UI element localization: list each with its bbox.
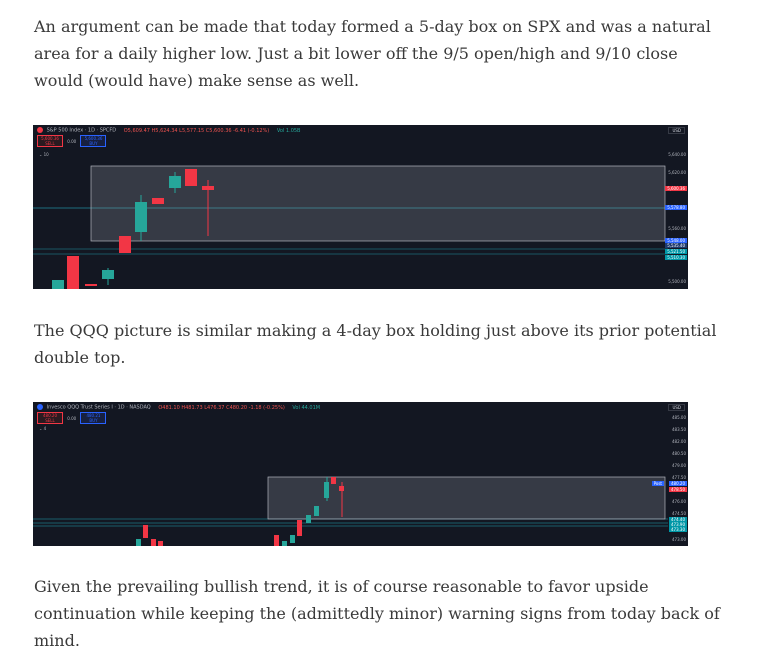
price-tag: 5,578.80 [665,205,687,210]
axis-tick: 485.00 [672,415,686,420]
price-tag: 478.50 [669,487,687,492]
currency-badge[interactable]: USD [668,127,685,134]
candle [151,539,156,546]
price-tag: 480.20 [669,481,687,486]
spx-chart-screenshot: S&P 500 Index · 1D · SPCFD O5,609.47 H5,… [33,125,688,289]
price-tag: 5,535.40 [665,243,687,248]
axis-tick: 476.00 [672,499,686,504]
candle [290,535,295,543]
candle [152,198,164,204]
axis-tick: 5,560.00 [668,226,686,231]
price-tag: 5,521.50 [665,249,687,254]
candle [67,256,79,289]
candle [324,482,329,498]
price-tag: 474.40 [669,517,687,522]
qqq-candles [33,476,668,546]
candle [282,541,287,546]
paragraph-spx-box: An argument can be made that today forme… [34,17,711,90]
chart-header: S&P 500 Index · 1D · SPCFD O5,609.47 H5,… [37,127,301,134]
axis-tick: 477.50 [672,475,686,480]
currency-badge[interactable]: USD [668,404,685,411]
spread-value: 0.00 [67,138,77,144]
price-tag: 5,510.30 [665,255,687,260]
trade-buttons: 480.20 SELL 0.00 480.21 BUY [37,412,107,424]
trade-buttons: 5,600.36 SELL 0.00 5,600.36 BUY [37,135,107,147]
axis-tick: 479.00 [672,463,686,468]
price-tag: 5,548.00 [665,238,687,243]
candle [314,506,319,516]
axis-tick: 473.00 [672,537,686,542]
chart-ohlc: O5,609.47 H5,624.34 L5,577.15 C5,600.36 … [123,127,270,134]
candle [306,515,311,523]
candle [202,186,214,190]
axis-tick: 482.00 [672,439,686,444]
buy-button[interactable]: 480.21 BUY [80,412,107,424]
candle [85,284,97,286]
candle [297,520,302,536]
invesco-logo-icon [37,404,43,410]
candle [102,270,114,279]
post-market-badge: Post [651,481,664,486]
price-tag: 473.90 [669,522,687,527]
candle [169,176,181,188]
price-axis[interactable]: 485.00 483.50 482.00 480.50 479.00 477.5… [666,402,688,546]
chart-header: Invesco QQQ Trust Series I · 1D · NASDAQ… [37,404,320,411]
candle [339,486,344,491]
candle [274,535,279,546]
chart-volume: Vol 1.05B [276,127,301,134]
candle [119,236,131,253]
candle [136,539,141,546]
sell-button[interactable]: 480.20 SELL [37,412,63,424]
axis-tick: 474.50 [672,511,686,516]
candle [52,280,64,289]
candle [331,477,336,484]
axis-tick: 483.50 [672,427,686,432]
chart-symbol: S&P 500 Index · 1D · SPCFD [46,127,117,134]
axis-tick: 480.50 [672,451,686,456]
candle [143,525,148,538]
candle [158,541,163,546]
spx-candles [33,165,668,289]
price-tag: 5,600.36 [665,186,687,191]
sell-button[interactable]: 5,600.36 SELL [37,135,63,147]
chart-symbol: Invesco QQQ Trust Series I · 1D · NASDAQ [46,404,151,411]
axis-tick: 5,620.00 [668,170,686,175]
axis-tick: 5,500.00 [668,279,686,284]
axis-tick: 5,640.00 [668,152,686,157]
price-tag: 473.30 [669,527,687,532]
paragraph-qqq-box: The QQQ picture is similar making a 4-da… [34,321,717,367]
candle [185,169,197,186]
chart-volume: Vol 44.01M [292,404,321,411]
price-axis[interactable]: 5,640.00 5,620.00 5,600.36 5,578.80 5,56… [665,125,688,289]
qqq-chart-screenshot: Invesco QQQ Trust Series I · 1D · NASDAQ… [33,402,688,546]
sp500-logo-icon [37,127,43,133]
indicator-toggle[interactable]: ⌄ 10 [39,152,49,157]
paragraph-conclusion: Given the prevailing bullish trend, it i… [34,577,720,650]
indicator-toggle[interactable]: ⌄ 4 [39,426,47,431]
candle [135,202,147,232]
spread-value: 0.00 [67,415,77,421]
chart-ohlc: O481.10 H481.73 L476.37 C480.20 -1.18 (-… [158,404,285,411]
buy-button[interactable]: 5,600.36 BUY [80,135,107,147]
